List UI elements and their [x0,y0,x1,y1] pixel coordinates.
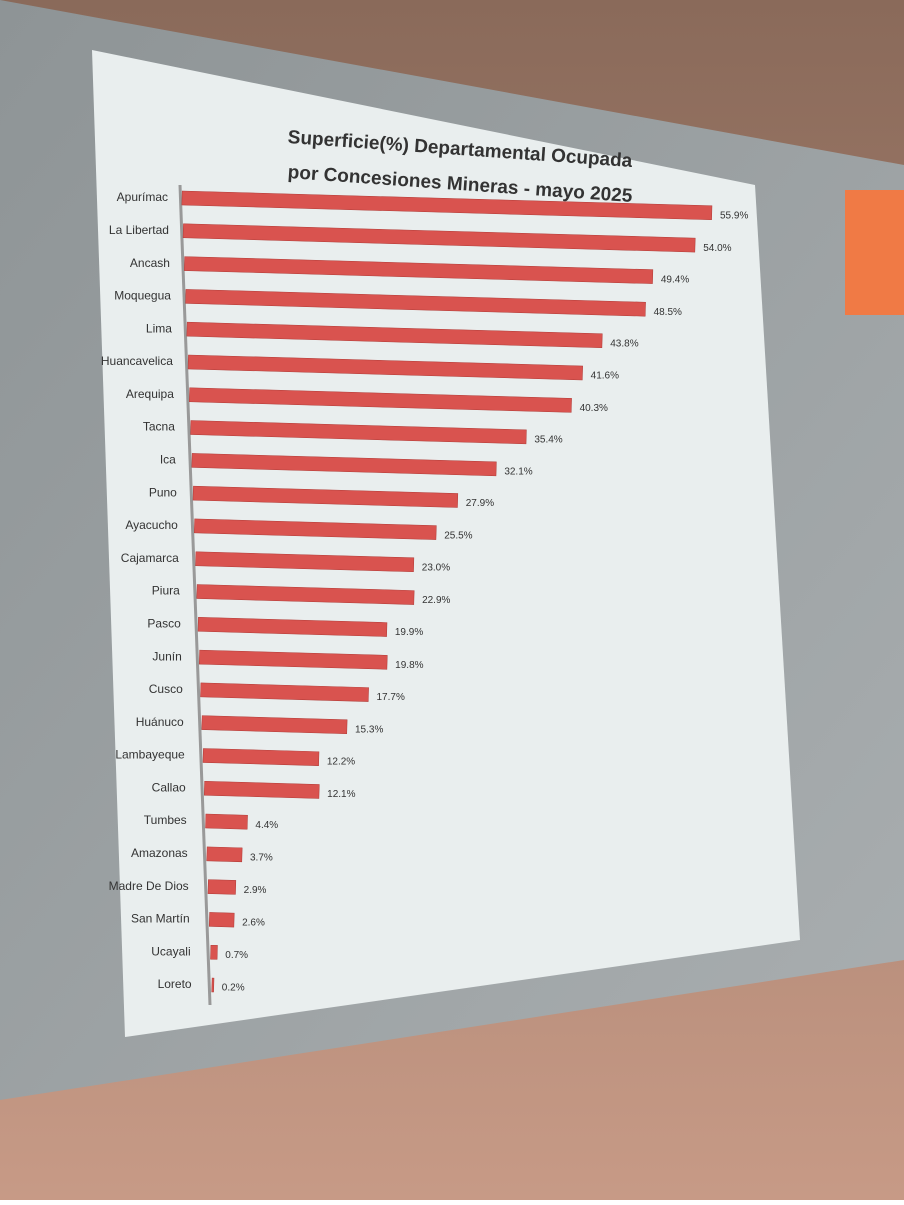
bar [207,879,237,895]
bar [197,617,388,637]
value-label: 17.7% [377,692,405,703]
category-label: Amazonas [131,846,188,860]
value-label: 3.7% [250,852,273,863]
bar [194,518,437,540]
category-label: Pasco [147,616,181,630]
value-label: 19.8% [395,660,423,671]
bar [205,813,248,830]
category-label: Apurímac [117,190,168,204]
value-label: 41.6% [591,371,619,382]
value-label: 2.6% [242,918,265,929]
bar [184,256,654,284]
bar [200,682,369,702]
category-label: Ucayali [151,944,190,958]
bar [185,289,646,317]
bar [191,453,497,477]
bar [182,223,696,253]
value-label: 49.4% [661,274,689,285]
value-label: 0.2% [222,983,245,994]
category-label: Tumbes [144,813,187,827]
value-label: 12.1% [327,789,355,800]
orange-panel [845,190,904,315]
bar [186,321,603,349]
value-label: 23.0% [422,562,450,573]
value-label: 2.9% [244,885,267,896]
value-label: 0.7% [225,950,248,961]
value-label: 15.3% [355,724,383,735]
bar [187,354,583,381]
bar [192,485,459,508]
value-label: 40.3% [580,403,608,414]
category-label: Huancavelica [101,354,173,368]
category-label: Lambayeque [115,748,185,762]
category-label: Piura [152,584,180,598]
category-axis [178,184,212,1006]
value-label: 25.5% [444,530,472,541]
bar [196,584,415,605]
bar [189,387,572,413]
value-label: 35.4% [534,435,562,446]
category-label: Cajamarca [121,551,179,565]
value-label: 4.4% [255,820,278,831]
category-label: Junín [152,649,181,663]
value-label: 12.2% [327,756,355,767]
bar [210,944,218,960]
bar [206,846,243,863]
category-label: Loreto [158,977,192,991]
category-label: Ancash [130,256,170,270]
value-label: 32.1% [504,466,532,477]
category-label: Ica [160,453,176,467]
bar [190,420,527,445]
bar [181,190,713,221]
value-label: 22.9% [422,595,450,606]
value-label: 48.5% [654,307,682,318]
category-label: Moquegua [114,289,171,303]
category-label: Madre De Dios [109,879,189,893]
bar [203,780,320,799]
category-label: Arequipa [126,387,174,401]
category-label: Puno [149,485,177,499]
category-label: Ayacucho [125,518,178,532]
value-label: 55.9% [720,210,748,221]
category-label: La Libertad [109,223,169,237]
category-label: Cusco [149,682,183,696]
category-label: Lima [146,321,172,335]
bar [211,977,215,993]
value-label: 19.9% [395,627,423,638]
category-label: Tacna [143,420,175,434]
value-label: 54.0% [703,243,731,254]
category-label: Callao [152,780,186,794]
bar [201,715,348,734]
value-label: 43.8% [610,338,638,349]
category-label: San Martín [131,912,190,926]
bar [195,551,415,573]
bar [208,912,235,928]
value-label: 27.9% [466,498,494,509]
bar [198,649,388,670]
category-label: Huánuco [136,715,184,729]
bar [202,748,320,766]
